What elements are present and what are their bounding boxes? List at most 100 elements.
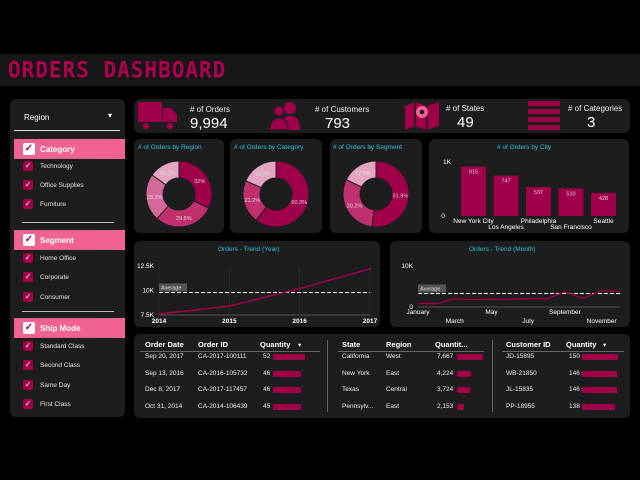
year-trend-chart: 7.5K 10K 12.5K 2014 2015 2016 2017 Average [137,263,378,325]
x-tick-label: 2014 [152,318,167,325]
category-filter-label: Category [40,145,75,154]
tables-card [134,334,630,418]
y-tick-label: 12.5K [137,263,155,270]
slice-label: 51.9% [393,194,409,200]
customer-id-cell: JL-15835 [506,386,534,393]
city-chart-title: # of Orders by City [497,144,552,151]
checkbox-icon[interactable]: ✓ [23,199,33,209]
order-date-cell: Sep 13, 2016 [145,369,184,377]
city-bar-chart: 0 1K 915 New York City 747 Los Angeles 537 Phil… [441,159,616,231]
x-tick-label: 2017 [363,318,378,325]
average-badge [159,283,187,292]
trend-line [417,289,621,305]
x-tick-label: 2015 [222,318,237,325]
divider [492,340,493,412]
truck-icon [138,102,177,131]
slice-label: 32% [194,179,205,185]
divider [140,351,320,352]
region-cell: West [386,353,401,360]
header-bar [0,54,640,86]
y-tick-label: 1K [443,159,452,166]
data-point [298,287,301,290]
checkbox-icon[interactable]: ✓ [23,161,33,171]
map-icon [405,102,439,130]
category-filter-header[interactable]: ✓ Category [14,139,125,159]
quantity-cell: 2,153 [437,402,454,410]
city-bar [591,192,616,216]
filter-item-label: Same Day [40,382,71,389]
slice-label: 30.2% [347,204,363,210]
month-trend-card [390,241,630,327]
checkbox-icon[interactable]: ✓ [23,272,33,282]
y-tick-label: 0 [409,304,413,311]
donut-slice [151,160,180,186]
quantity-bar [582,354,618,360]
x-tick-label: March [446,318,464,325]
col-header-quantity[interactable]: Quantity [260,340,291,349]
checkbox-icon[interactable]: ✓ [23,360,33,370]
checkbox-icon[interactable]: ✓ [23,380,33,390]
checkbox-icon[interactable]: ✓ [23,234,35,246]
slice-label: 29.5% [176,216,192,222]
sort-icon[interactable]: ▾ [298,342,302,349]
donut-slice [345,160,377,188]
ship-mode-filter-label: Ship Mode [40,324,81,333]
checkbox-icon[interactable]: ✓ [23,180,33,190]
data-point [157,312,161,316]
x-tick-label: San Francisco [550,224,592,231]
checkbox-icon[interactable]: ✓ [23,399,33,409]
quantity-bar [273,370,302,377]
city-bar [558,188,584,216]
order-date-cell: Dec 8, 2017 [145,386,181,393]
bar-value-label: 747 [501,179,510,185]
checkbox-icon[interactable]: ✓ [23,322,35,334]
col-header-order-id[interactable]: Order ID [198,340,229,349]
y-tick-label: 10K [401,263,413,270]
sort-icon[interactable]: ▾ [603,342,607,349]
checkbox-icon[interactable]: ✓ [23,253,33,263]
quantity-bar [457,370,472,377]
data-point [228,304,231,308]
list-icon [528,101,560,130]
customer-id-cell: JD-15895 [506,353,535,360]
region-donut-chart: 32% 29.5% 23.1% 15.2% [145,160,213,228]
segment-filter-header[interactable]: ✓ Segment [14,230,125,250]
order-id-cell: CA-2016-105732 [198,369,248,377]
region-dropdown[interactable]: Region ▾ [14,103,120,131]
x-tick-label: Los Angeles [488,224,524,231]
col-header-customer-id[interactable]: Customer ID [506,340,551,349]
col-header-quantity[interactable]: Quantity [566,340,597,349]
average-badge [418,284,446,293]
order-id-cell: CA-2017-100111 [198,353,247,360]
slice-label: 21.2% [245,198,261,204]
average-label: Average [420,286,440,292]
x-tick-label: July [522,318,534,325]
city-bar [461,166,486,216]
divider [502,351,624,352]
state-cell: California [342,353,370,360]
col-header-order-date[interactable]: Order Date [145,340,184,349]
category-donut-chart: 60.3% 21.2% 18.5% [242,160,310,228]
col-header-region[interactable]: Region [386,340,412,349]
y-tick-label: 0 [441,213,445,220]
data-point [368,267,372,271]
x-tick-label: Philadelphia [521,218,557,225]
filter-item-label: Office Supplies [40,182,84,189]
divider [327,340,328,412]
checkbox-icon[interactable]: ✓ [23,292,33,302]
ship-mode-filter-header[interactable]: ✓ Ship Mode [14,318,125,338]
quantity-cell: 46 [263,386,271,393]
checkbox-icon[interactable]: ✓ [23,143,35,155]
bar-value-label: 915 [469,170,478,176]
order-id-cell: CA-2017-117457 [198,386,248,393]
filter-item-label: Technology [40,163,73,170]
month-trend-title: Orders - Trend (Month) [469,246,536,253]
bar-value-label: 428 [599,196,608,202]
quantity-cell: 7,667 [437,353,454,360]
col-header-state[interactable]: State [342,340,361,349]
quantity-cell: 146 [569,386,580,393]
checkbox-icon[interactable]: ✓ [23,341,33,351]
col-header-quantity[interactable]: Quantit... [435,340,468,349]
quantity-bar [457,403,465,410]
people-icon [269,102,300,131]
